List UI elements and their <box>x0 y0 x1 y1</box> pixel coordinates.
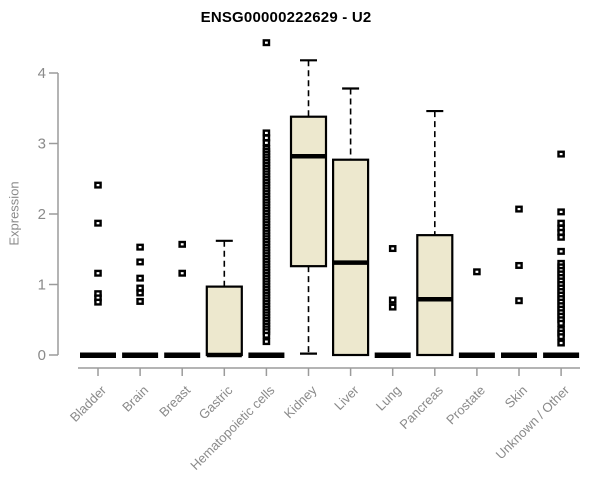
collapsed-box <box>543 352 580 358</box>
outlier-point <box>388 296 397 304</box>
outlier-point <box>515 205 523 213</box>
x-tick-label: Breast <box>156 382 193 419</box>
outlier-point <box>178 240 187 248</box>
outlier-point <box>557 233 565 241</box>
outlier-point <box>136 274 144 282</box>
outlier-point <box>136 258 144 266</box>
collapsed-box <box>374 352 411 358</box>
outlier-point <box>262 331 271 339</box>
outlier-point <box>557 208 565 216</box>
outlier-point <box>557 339 565 347</box>
outlier-point <box>94 219 102 227</box>
collapsed-box <box>164 352 201 358</box>
y-tick-label: 0 <box>38 347 46 364</box>
outlier-point <box>557 247 565 255</box>
box <box>205 285 243 357</box>
y-tick-label: 1 <box>38 277 46 294</box>
box <box>289 115 328 268</box>
outlier-point <box>136 243 144 251</box>
outlier-point <box>136 297 144 305</box>
outlier-point <box>473 268 481 276</box>
outlier-point <box>557 150 565 158</box>
x-tick-label: Liver <box>331 382 362 413</box>
outlier-point <box>515 261 523 269</box>
outlier-point <box>178 269 187 277</box>
collapsed-box <box>501 352 537 358</box>
x-tick-label: Gastric <box>196 382 236 422</box>
collapsed-box <box>248 352 285 358</box>
outlier-point <box>136 289 144 297</box>
y-tick-label: 3 <box>38 136 46 153</box>
x-tick-label: Lung <box>373 383 404 414</box>
outlier-point <box>557 333 565 341</box>
x-tick-label: Brain <box>119 383 151 415</box>
collapsed-box <box>80 352 116 358</box>
outlier-point <box>94 269 102 277</box>
outlier-point <box>388 245 397 253</box>
outlier-point <box>262 39 271 47</box>
x-tick-label: Skin <box>502 383 530 411</box>
x-tick-label: Pancreas <box>396 382 446 432</box>
y-tick-label: 4 <box>38 65 46 82</box>
y-tick-label: 2 <box>38 206 46 223</box>
collapsed-box <box>458 352 495 358</box>
outlier-point <box>388 303 397 311</box>
x-tick-label: Bladder <box>67 382 110 425</box>
chart-title: ENSG00000222629 - U2 <box>200 9 372 26</box>
box <box>332 158 370 357</box>
box <box>416 234 454 357</box>
collapsed-box <box>122 352 159 358</box>
outlier-point <box>94 181 102 189</box>
outlier-point <box>262 338 271 346</box>
outlier-point <box>515 297 523 305</box>
x-tick-label: Prostate <box>443 383 488 428</box>
outlier-point <box>557 319 565 327</box>
x-tick-label: Kidney <box>281 382 320 421</box>
outlier-point <box>262 139 271 147</box>
outlier-point <box>94 298 102 306</box>
x-tick-label: Unknown / Other <box>493 382 573 462</box>
